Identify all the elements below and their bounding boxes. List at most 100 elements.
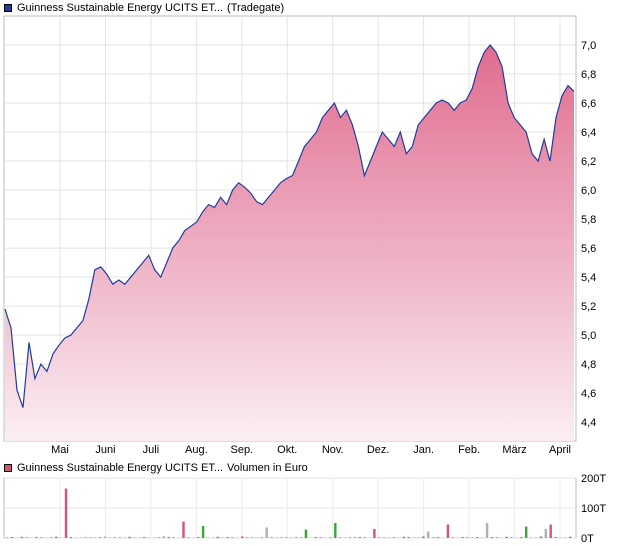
volume-bar — [89, 537, 92, 538]
volume-bar — [314, 537, 317, 538]
volume-bar — [162, 536, 166, 538]
volume-bar — [10, 537, 14, 538]
y-tick-label: 6,2 — [581, 156, 596, 168]
volume-bar — [25, 537, 28, 538]
y-tick-label: 6,6 — [581, 98, 596, 110]
volume-bar — [358, 537, 361, 538]
volume-bar — [383, 537, 386, 538]
y-tick-label: 6,8 — [581, 69, 596, 81]
volume-bar — [221, 537, 224, 538]
volume-bar — [363, 537, 366, 538]
volume-bar — [299, 537, 303, 538]
volume-bar — [466, 537, 469, 538]
volume-bar — [505, 536, 508, 538]
volume-bar — [260, 537, 263, 538]
volume-bar — [554, 537, 557, 538]
y-tick-label: 6,0 — [581, 185, 596, 197]
volume-bar — [69, 537, 73, 538]
y-tick-label: 5,6 — [581, 243, 596, 255]
y-tick-label: 4,8 — [581, 359, 596, 371]
volume-bar — [407, 537, 410, 538]
volume-y-tick-label: 0T — [581, 533, 594, 545]
x-tick-label: Mai — [51, 444, 69, 456]
volume-bar — [250, 537, 254, 538]
y-tick-label: 6,4 — [581, 127, 596, 139]
x-tick-label: Dez. — [367, 444, 390, 456]
volume-bar — [529, 537, 533, 538]
volume-bar — [226, 537, 229, 538]
volume-bar — [539, 536, 543, 538]
volume-bar — [172, 537, 175, 538]
volume-bar — [216, 536, 219, 538]
volume-bar — [74, 537, 77, 538]
volume-bar — [495, 537, 499, 538]
y-tick-label: 5,8 — [581, 214, 596, 226]
price-area — [5, 45, 574, 441]
volume-bar — [348, 537, 352, 538]
volume-bar — [6, 537, 9, 538]
volume-bar — [148, 537, 151, 538]
volume-bar — [99, 537, 102, 538]
volume-bar — [353, 536, 357, 538]
volume-bar — [50, 537, 53, 538]
volume-bar — [294, 536, 298, 538]
volume-bar — [378, 537, 381, 538]
volume-bar — [436, 537, 440, 538]
price-line — [4, 44, 575, 408]
volume-bar — [525, 526, 528, 538]
y-tick-label: 4,6 — [581, 388, 596, 400]
volume-bar — [55, 536, 58, 538]
volume-bar — [329, 537, 332, 538]
volume-bar — [432, 537, 435, 538]
volume-bar — [265, 527, 268, 538]
volume-bar — [285, 537, 288, 538]
price-legend-swatch — [4, 4, 12, 12]
volume-bar — [392, 537, 396, 538]
volume-bar — [280, 537, 283, 538]
volume-bar — [241, 536, 244, 538]
volume-bar — [520, 537, 523, 538]
volume-bar — [485, 523, 489, 538]
volume-bar — [422, 536, 425, 538]
x-tick-label: Feb. — [458, 444, 480, 456]
volume-bar — [84, 537, 87, 538]
volume-bar — [569, 536, 572, 538]
volume-legend: Guinness Sustainable Energy UCITS ET... … — [4, 462, 308, 474]
y-tick-label: 7,0 — [581, 40, 596, 52]
volume-legend-name: Guinness Sustainable Energy UCITS ET... — [17, 462, 224, 474]
volume-bar — [334, 523, 337, 538]
volume-bar — [103, 536, 107, 538]
volume-bar — [167, 537, 170, 538]
x-tick-label: Juni — [95, 444, 115, 456]
x-tick-label: Juli — [143, 444, 160, 456]
x-tick-label: Jan. — [413, 444, 434, 456]
volume-bar — [304, 529, 308, 538]
volume-bar — [187, 537, 190, 538]
x-tick-label: März — [502, 444, 526, 456]
volume-bar — [559, 537, 562, 538]
volume-bar — [113, 537, 117, 538]
volume-legend-swatch — [4, 464, 12, 472]
x-tick-label: Okt. — [277, 444, 297, 456]
volume-bar — [133, 537, 136, 538]
volume-bar — [490, 537, 494, 538]
volume-bar — [197, 537, 200, 538]
volume-bar — [446, 524, 450, 538]
volume-bar — [245, 537, 249, 538]
y-tick-label: 5,4 — [581, 272, 596, 284]
price-legend-name: Guinness Sustainable Energy UCITS ET... — [17, 2, 224, 14]
volume-bar — [182, 521, 185, 538]
volume-bar — [402, 536, 405, 538]
volume-legend-unit: Volumen in Euro — [227, 462, 308, 474]
volume-bar — [461, 537, 464, 538]
y-tick-label: 5,0 — [581, 330, 596, 342]
volume-bar — [476, 537, 479, 538]
volume-bar — [201, 526, 205, 538]
volume-bar — [544, 529, 547, 538]
y-tick-label: 4,4 — [581, 417, 596, 429]
volume-bar — [143, 537, 146, 538]
volume-bar — [35, 537, 38, 538]
volume-bar — [471, 537, 474, 538]
volume-bar — [549, 524, 552, 538]
volume-bar — [339, 537, 342, 538]
